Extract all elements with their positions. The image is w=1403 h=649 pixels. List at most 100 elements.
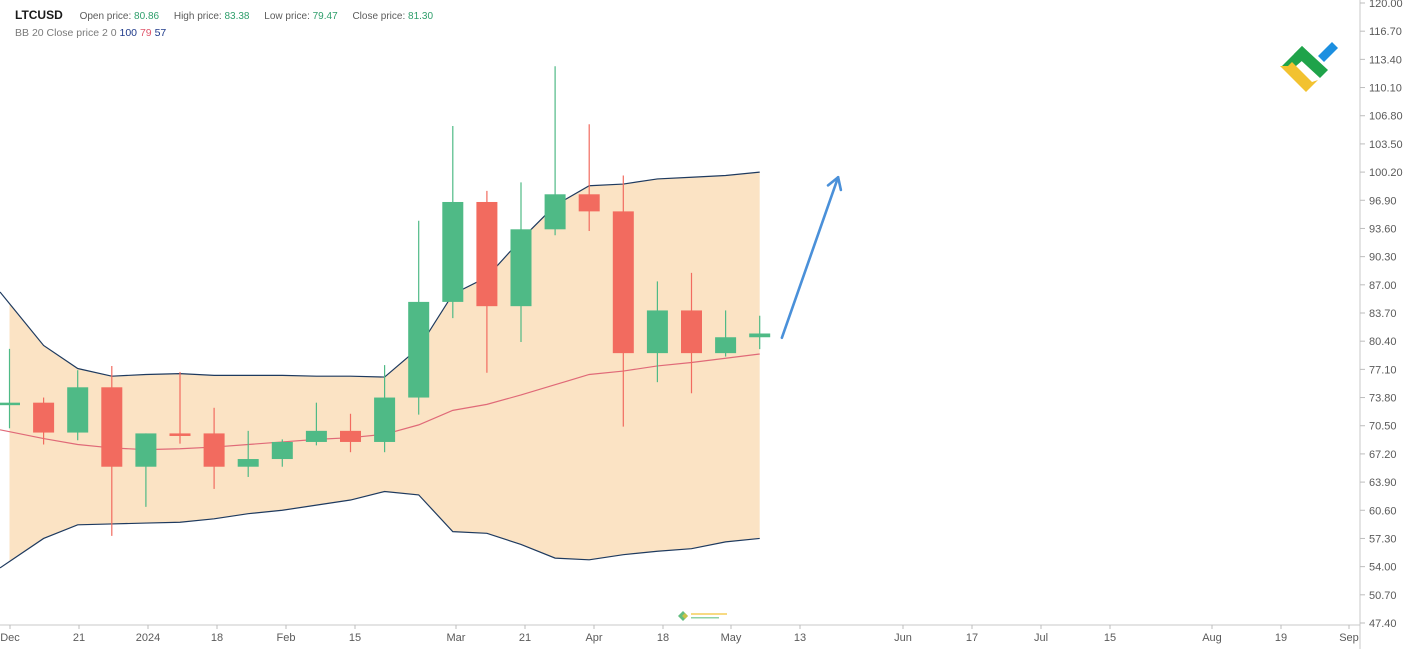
y-tick-label: 50.70 — [1369, 590, 1397, 602]
y-tick-label: 47.40 — [1369, 618, 1397, 630]
x-tick-label: May — [721, 632, 742, 644]
x-tick-label: Aug — [1202, 632, 1222, 644]
high-label: High price: — [173, 11, 222, 22]
bollinger-lower-line — [0, 490, 760, 569]
y-tick-label: 63.90 — [1369, 477, 1397, 489]
candle — [0, 348, 20, 429]
x-tick-label: Dec — [0, 632, 20, 644]
candle — [544, 66, 566, 236]
open-label: Open price: — [79, 11, 132, 22]
company-logo-icon — [1280, 42, 1338, 92]
candle — [135, 433, 157, 507]
x-tick-label: 18 — [211, 632, 223, 644]
y-tick-label: 57.30 — [1369, 533, 1397, 545]
candle-body — [0, 402, 20, 406]
candle — [33, 397, 55, 445]
candle — [612, 175, 634, 427]
candle — [67, 370, 89, 441]
y-tick-label: 70.50 — [1369, 421, 1397, 433]
candle — [442, 125, 464, 319]
indicator-legend[interactable]: BB 20 Close price 2 0 100 79 57 — [15, 27, 166, 39]
indicator-upper-value: 100 — [119, 27, 138, 39]
y-tick-label: 116.70 — [1369, 26, 1402, 38]
forecast-arrow-layer — [780, 175, 843, 340]
candles-layer — [0, 66, 771, 536]
forecast-arrow-shaft — [780, 175, 840, 340]
close-value: 81.30 — [408, 11, 434, 22]
x-tick-label: Jun — [894, 632, 912, 644]
candle — [271, 439, 293, 467]
x-tick-label: Feb — [277, 632, 296, 644]
y-tick-label: 83.70 — [1369, 308, 1397, 320]
x-tick-label: Jul — [1034, 632, 1048, 644]
indicator-params: 20 Close price 2 0 — [31, 27, 117, 39]
candle — [237, 430, 259, 477]
y-tick-label: 100.20 — [1369, 167, 1403, 179]
open-value: 80.86 — [134, 11, 160, 22]
x-tick-label: Mar — [447, 632, 466, 644]
x-tick-label: Apr — [585, 632, 602, 644]
x-tick-label: 21 — [73, 632, 85, 644]
x-tick-label: 15 — [349, 632, 361, 644]
candle — [305, 402, 327, 446]
low-label: Low price: — [264, 11, 310, 22]
y-tick-label: 67.20 — [1369, 449, 1397, 461]
candle — [169, 371, 191, 444]
candle — [749, 315, 771, 350]
candle-body — [340, 430, 361, 442]
candle — [578, 124, 600, 232]
y-tick-label: 120.00 — [1369, 0, 1403, 10]
candle-body — [442, 201, 464, 302]
candle-body — [646, 310, 668, 354]
y-tick-label: 54.00 — [1369, 562, 1397, 574]
bollinger-band-layer — [0, 171, 760, 569]
bollinger-upper-line — [0, 171, 760, 378]
candle-body — [33, 402, 55, 433]
high-value: 83.38 — [224, 11, 250, 22]
candle-body — [237, 459, 259, 467]
x-tick-label: 13 — [794, 632, 806, 644]
symbol-label: LTCUSD — [15, 8, 63, 22]
candle — [646, 281, 668, 383]
y-tick-label: 106.80 — [1369, 111, 1403, 123]
candle-body — [169, 433, 191, 436]
y-tick-label: 60.60 — [1369, 505, 1397, 517]
candle — [374, 365, 396, 453]
y-tick-label: 110.10 — [1369, 83, 1402, 95]
candle — [476, 190, 498, 373]
ohlc-header: LTCUSD Open price: 80.86 High price: 83.… — [15, 8, 441, 22]
candle — [510, 182, 532, 343]
indicator-middle-value: 79 — [139, 27, 152, 39]
x-tick-label: 21 — [519, 632, 531, 644]
bollinger-band-fill — [9, 172, 760, 562]
candle-body — [203, 433, 225, 467]
x-tick-label: 19 — [1275, 632, 1287, 644]
candle-body — [271, 441, 293, 460]
candle-body — [135, 433, 157, 467]
low-value: 79.47 — [312, 11, 338, 22]
y-tick-label: 96.90 — [1369, 195, 1397, 207]
candle-body — [749, 333, 771, 338]
candle-body — [578, 194, 600, 212]
candle — [408, 220, 430, 415]
y-tick-label: 93.60 — [1369, 223, 1397, 235]
candle-body — [101, 387, 123, 467]
candle-body — [67, 387, 89, 433]
y-tick-label: 113.40 — [1369, 54, 1402, 66]
indicator-lower-value: 57 — [154, 27, 167, 39]
y-tick-label: 90.30 — [1369, 252, 1397, 264]
x-tick-label: 17 — [966, 632, 978, 644]
candle-body — [544, 194, 566, 230]
candle — [203, 407, 225, 489]
candle-body — [476, 201, 498, 307]
y-tick-label: 77.10 — [1369, 364, 1397, 376]
forecast-arrow-head — [826, 175, 843, 192]
y-tick-label: 103.50 — [1369, 139, 1403, 151]
y-tick-label: 87.00 — [1369, 280, 1397, 292]
candle-body — [681, 310, 702, 354]
candle — [101, 365, 123, 536]
candle — [340, 413, 361, 453]
y-tick-label: 80.40 — [1369, 336, 1397, 348]
